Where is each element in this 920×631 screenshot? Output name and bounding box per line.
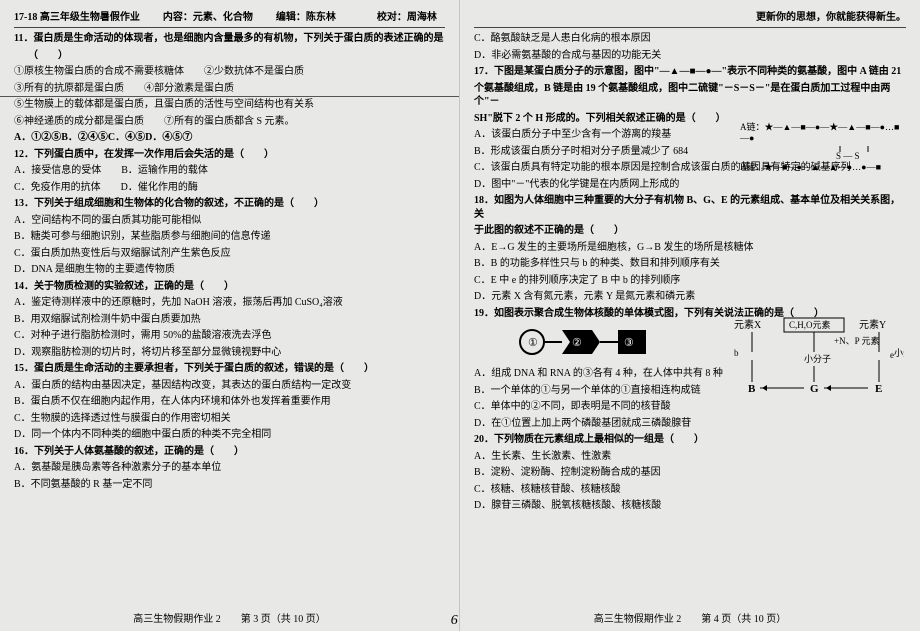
- q13a: A．空间结构不同的蛋白质其功能可能相似: [14, 214, 445, 228]
- q15b: B．蛋白质不仅在细胞内起作用，在人体内环境和体外也发挥着重要作用: [14, 395, 445, 409]
- q12c: C．免疫作用的抗体: [14, 182, 101, 193]
- q17b: B．形成该蛋白质分子时相对分子质量减少了 684: [474, 145, 744, 159]
- q12d: D．催化作用的酶: [121, 182, 198, 193]
- q16: 16．下列关于人体氨基酸的叙述，正确的是（ ）: [14, 445, 445, 459]
- q14c: C．对种子进行脂肪检测时，需用 50%的盐酸溶液洗去浮色: [14, 329, 445, 343]
- q15a: A．蛋白质的结构由基因决定，基因结构改变，其表达的蛋白质结构一定改变: [14, 379, 445, 393]
- d17-a: A链：: [740, 122, 765, 132]
- q20d: D．腺苷三磷酸、脱氧核糖核酸、核糖核酸: [474, 499, 906, 513]
- q13: 13．下列关于组成细胞和生物体的化合物的叙述，不正确的是（ ）: [14, 197, 445, 211]
- q12b: B．运输作用的载体: [121, 165, 208, 176]
- q14a: A．鉴定待测样液中的还原糖时，先加 NaOH 溶液，振荡后再加 CuSO₄溶液: [14, 296, 445, 310]
- left-column: 17-18 高三年级生物暑假作业 内容：元素、化合物 编辑：陈东林 校对：周海林…: [0, 0, 460, 631]
- q13b: B．糖类可参与细胞识别，某些脂质参与细胞间的信息传递: [14, 230, 445, 244]
- q18a: A．E→G 发生的主要场所是细胞核，G→B 发生的场所是核糖体: [474, 241, 754, 255]
- q18d: D．元素 X 含有氮元素，元素 Y 是氮元素和磷元素: [474, 290, 754, 304]
- svg-text:③: ③: [624, 337, 634, 349]
- q12-row1: A．接受信息的受体 B．运输作用的载体: [14, 164, 445, 178]
- q18-2: 于此图的叙述不正确的是（ ）: [474, 224, 906, 238]
- d17-b-label: B链：★—■—●—▲—▲—●…●—■: [740, 162, 900, 173]
- protein-chain-diagram: A链：★—▲—■—●—★—▲—■—●…■—● S — S B链：★—■—●—▲—…: [740, 122, 900, 172]
- d17-a-label: A链：★—▲—■—●—★—▲—■—●…■—●: [740, 122, 900, 144]
- svg-text:e: e: [890, 350, 894, 360]
- footer-left: 高三生物假期作业 2 第 3 页（共 10 页）: [0, 610, 459, 625]
- q12-row2: C．免疫作用的抗体 D．催化作用的酶: [14, 181, 445, 195]
- q20a: A．生长素、生长激素、性激素: [474, 450, 906, 464]
- q15c: C．生物膜的选择透过性与膜蛋白的作用密切相关: [14, 412, 445, 426]
- svg-text:②: ②: [572, 337, 582, 349]
- q14b: B．用双缩脲试剂检测牛奶中蛋白质要加热: [14, 313, 445, 327]
- d18-small1: 小分子: [894, 348, 904, 358]
- q20c: C．核糖、核糖核苷酸、核糖核酸: [474, 483, 906, 497]
- q11-opts: A．①②⑤B．②④⑤C．④⑤D．④⑤⑦: [14, 131, 445, 145]
- q16d: D．非必需氨基酸的合成与基因的功能无关: [474, 49, 906, 63]
- q16b: B．不同氨基酸的 R 基一定不同: [14, 478, 445, 492]
- hdr-checker: 校对：周海林: [377, 12, 437, 23]
- hdr-title: 17-18 高三年级生物暑假作业: [14, 12, 140, 23]
- handwritten-page-number: 6: [451, 613, 458, 629]
- hdr-motto: 更新你的思想，你就能获得新生。: [756, 12, 906, 23]
- divider-rule: [0, 96, 459, 97]
- page-header-right: 更新你的思想，你就能获得新生。: [474, 8, 906, 28]
- d18-elemy: 元素Y: [859, 318, 886, 331]
- q18b: B．B 的功能多样性只与 b 的种类、数目和排列顺序有关: [474, 257, 754, 271]
- q17a: A．该蛋白质分子中至少含有一个游离的羧基: [474, 128, 744, 142]
- q13d: D．DNA 是细胞生物的主要遗传物质: [14, 263, 445, 277]
- d18-e: E: [875, 383, 882, 395]
- q11-blank: （ ）: [14, 49, 445, 63]
- q16a: A．氨基酸是胰岛素等各种激素分子的基本单位: [14, 461, 445, 475]
- q11-circ12: ①原核生物蛋白质的合成不需要核糖体 ②少数抗体不是蛋白质: [14, 65, 445, 79]
- disulfide-bond-icon: S — S: [740, 144, 900, 162]
- worksheet-page: 17-18 高三年级生物暑假作业 内容：元素、化合物 编辑：陈东林 校对：周海林…: [0, 0, 920, 631]
- q11-circ67: ⑥神经递质的成分都是蛋白质 ⑦所有的蛋白质都含 S 元素。: [14, 115, 445, 129]
- d18-small2: 小分子: [804, 354, 831, 364]
- q19c: C．单体中的②不同，即表明是不同的核苷酸: [474, 400, 906, 414]
- d18-elemx: 元素X: [734, 318, 762, 331]
- q15: 15．蛋白质是生命活动的主要承担者，下列关于蛋白质的叙述，错误的是（ ）: [14, 362, 445, 376]
- q19d: D．在①位置上加上两个磷酸基团就成三磷酸腺苷: [474, 417, 906, 431]
- d18-g: G: [810, 383, 819, 395]
- q20: 20．下列物质在元素组成上最相似的一组是（ ）: [474, 433, 906, 447]
- footer-right: 高三生物假期作业 2 第 4 页（共 10 页）: [460, 610, 920, 625]
- q18c: C．E 中 e 的排列顺序决定了 B 中 b 的排列顺序: [474, 274, 754, 288]
- q17d: D．图中"－"代表的化学键是在内质网上形成的: [474, 178, 906, 192]
- q20b: B．淀粉、淀粉酶、控制淀粉酶合成的基因: [474, 466, 906, 480]
- page-header-left: 17-18 高三年级生物暑假作业 内容：元素、化合物 编辑：陈东林 校对：周海林: [14, 8, 445, 28]
- hdr-content: 内容：元素、化合物: [163, 12, 253, 23]
- q12a: A．接受信息的受体: [14, 165, 101, 176]
- q18: 18．如图为人体细胞中三种重要的大分子有机物 B、G、E 的元素组成、基本单位及…: [474, 194, 906, 221]
- svg-text:S — S: S — S: [836, 151, 860, 161]
- d18-np: +N、P 元素: [834, 335, 880, 346]
- q12: 12．下列蛋白质中，在发挥一次作用后会失活的是（ ）: [14, 148, 445, 162]
- q11-circ5: ⑤生物膜上的载体都是蛋白质，且蛋白质的活性与空间结构也有关系: [14, 98, 445, 112]
- right-column: 更新你的思想，你就能获得新生。 C．酪氨酸缺乏是人患白化病的根本原因 D．非必需…: [460, 0, 920, 631]
- hdr-editor: 编辑：陈东林: [276, 12, 336, 23]
- svg-text:①: ①: [528, 337, 538, 349]
- q17-2: 个氨基酸组成，B 链是由 19 个氨基酸组成，图中二硫键"－S－S－"是在蛋白质…: [474, 82, 906, 109]
- q16c: C．酪氨酸缺乏是人患白化病的根本原因: [474, 32, 906, 46]
- q14: 14．关于物质检测的实验叙述，正确的是（ ）: [14, 280, 445, 294]
- q14d: D．观察脂肪检测的切片时，将切片移至部分显微镜视野中心: [14, 346, 445, 360]
- q15d: D．同一个体内不同种类的细胞中蛋白质的种类不完全相同: [14, 428, 445, 442]
- q11-circ34: ③所有的抗原都是蛋白质 ④部分激素是蛋白质: [14, 82, 445, 96]
- q11: 11．蛋白质是生命活动的体现者，也是细胞内含量最多的有机物，下列关于蛋白质的表述…: [14, 32, 445, 46]
- d18-cho: C,H,O元素: [789, 319, 831, 330]
- d17-b: B链：: [740, 162, 764, 172]
- q13c: C．蛋白质加热变性后与双缩脲试剂产生紫色反应: [14, 247, 445, 261]
- q17: 17．下图是某蛋白质分子的示意图，图中"—▲—■—●—"表示不同种类的氨基酸，图…: [474, 65, 906, 79]
- element-relation-diagram: 元素X C,H,O元素 元素Y +N、P 元素 b 小分子 小分子 B G E: [734, 316, 904, 399]
- svg-text:b: b: [734, 348, 739, 358]
- d18-b: B: [748, 383, 756, 395]
